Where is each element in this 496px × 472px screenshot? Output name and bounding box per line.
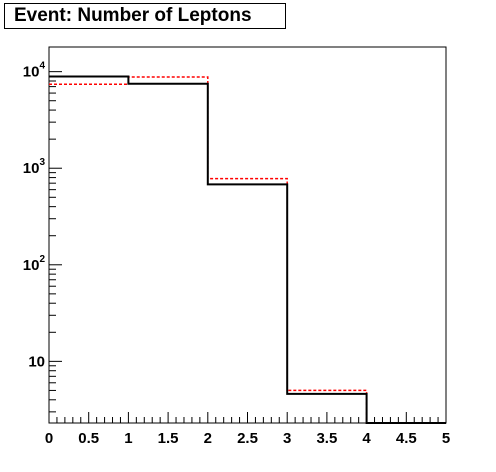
chart-title: Event: Number of Leptons	[4, 3, 286, 29]
y-tick-label: 103	[23, 157, 46, 177]
x-tick-label: 0.5	[78, 430, 99, 447]
x-tick-label: 1.5	[158, 430, 179, 447]
y-tick-label: 104	[23, 61, 46, 81]
x-tick-label: 1	[124, 430, 132, 447]
x-tick-label: 4.5	[396, 430, 417, 447]
x-tick-label: 3.5	[316, 430, 337, 447]
x-tick-label: 2.5	[237, 430, 258, 447]
y-tick-label: 10	[28, 353, 45, 370]
x-tick-label: 0	[45, 430, 53, 447]
plot-frame	[48, 46, 447, 424]
x-tick-label: 4	[362, 430, 371, 447]
x-axis: 0 0.5 1 1.5 2 2.5 3 3.5 4 4.5 5	[45, 412, 450, 447]
series-dashed-line	[49, 76, 446, 424]
y-axis: 10 102 103 104	[23, 61, 62, 413]
x-tick-label: 5	[442, 430, 450, 447]
series-solid-line	[49, 75, 446, 424]
series-group	[49, 75, 446, 424]
x-tick-label: 3	[283, 430, 291, 447]
x-tick-label: 2	[204, 430, 212, 447]
y-tick-label: 102	[23, 254, 46, 274]
